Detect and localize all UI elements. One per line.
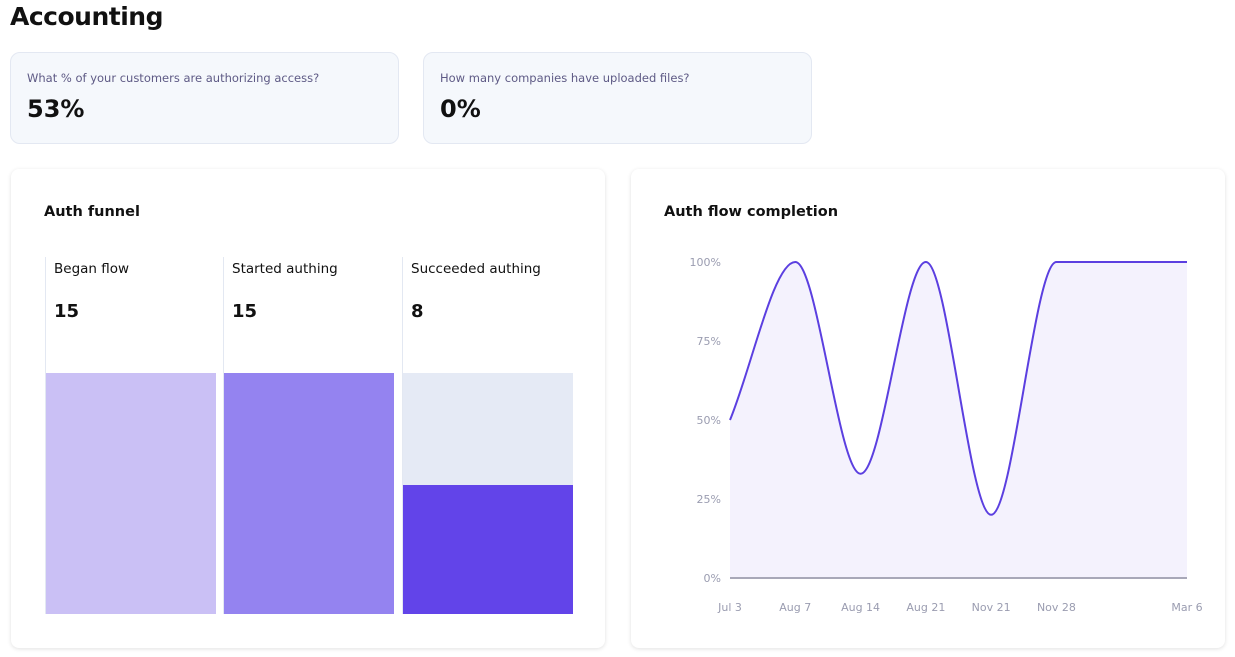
funnel-step-label: Began flow [54, 261, 130, 277]
stat-question: How many companies have uploaded files? [440, 71, 690, 85]
stat-value: 0% [440, 95, 481, 123]
stat-value: 53% [27, 95, 85, 123]
x-tick-label: Aug 21 [906, 601, 945, 614]
page-title: Accounting [10, 2, 163, 31]
series-line [729, 260, 1187, 516]
card-title: Auth funnel [44, 204, 140, 220]
stat-card-authorizing: What % of your customers are authorizing… [10, 52, 399, 144]
y-tick-label: 0% [704, 572, 721, 585]
area-fill [730, 262, 1187, 578]
funnel-step-value: 8 [411, 301, 424, 322]
x-tick-label: Aug 7 [779, 601, 811, 614]
funnel-step: Succeeded authing 8 [402, 257, 573, 614]
funnel-step: Began flow 15 [45, 257, 216, 614]
y-tick-label: 50% [697, 414, 721, 427]
x-tick-label: Mar 6 [1171, 601, 1202, 614]
x-tick-label: Nov 28 [1037, 601, 1076, 614]
funnel-bar [403, 485, 573, 614]
x-tick-label: Aug 14 [841, 601, 880, 614]
x-tick-label: Nov 21 [972, 601, 1011, 614]
y-tick-label: 100% [690, 256, 721, 269]
funnel-step-value: 15 [232, 301, 258, 322]
x-tick-label: Jul 3 [717, 601, 742, 614]
y-tick-label: 75% [697, 335, 721, 348]
funnel-step-label: Succeeded authing [411, 261, 541, 277]
funnel-step: Started authing 15 [223, 257, 394, 614]
funnel-step-value: 15 [54, 301, 80, 322]
card-title: Auth flow completion [664, 204, 839, 220]
funnel-bar [46, 373, 216, 614]
funnel-step-label: Started authing [232, 261, 338, 277]
stat-question: What % of your customers are authorizing… [27, 71, 320, 85]
y-tick-label: 25% [697, 493, 721, 506]
stat-card-uploads: How many companies have uploaded files? … [423, 52, 812, 144]
funnel-bar [224, 373, 394, 614]
